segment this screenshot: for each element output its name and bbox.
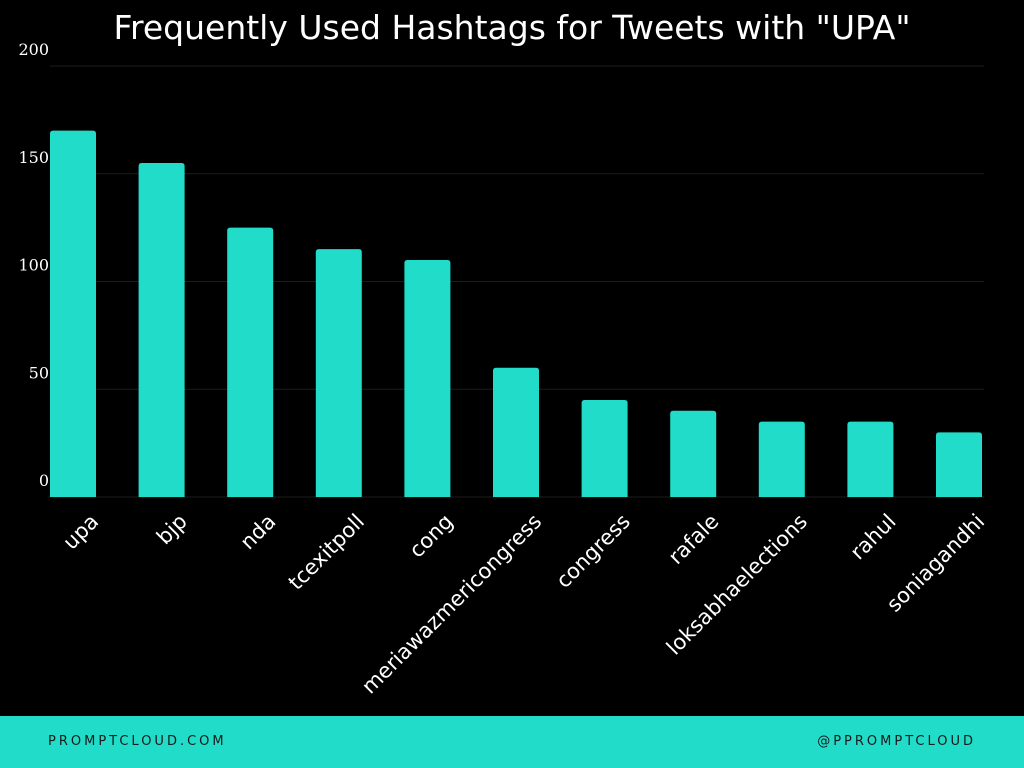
- y-tick-label: 50: [29, 363, 49, 382]
- bar-loksabhaelections: [758, 421, 805, 497]
- x-tick-label: bjp: [152, 509, 192, 549]
- footer-handle: @PPROMPTCLOUD: [817, 734, 976, 749]
- y-tick-label: 0: [39, 471, 49, 490]
- footer-website: PROMPTCLOUD.COM: [48, 734, 227, 749]
- bar-meriawazmericongress: [493, 367, 539, 497]
- bar-rahul: [847, 421, 894, 497]
- bar-nda: [227, 227, 274, 497]
- x-tick-label: upa: [58, 509, 103, 554]
- bar-bjp: [138, 162, 185, 497]
- bar-rafale: [670, 410, 717, 497]
- y-axis-ticks: 0 50 100 150 200: [18, 40, 49, 490]
- bar-upa: [50, 130, 96, 497]
- footer-bar: PROMPTCLOUD.COM @PPROMPTCLOUD: [0, 716, 1024, 768]
- x-tick-label: nda: [236, 509, 281, 554]
- bars: [50, 130, 982, 497]
- bar-tcexitpoll: [315, 249, 362, 497]
- bar-soniagandhi: [936, 432, 982, 497]
- bar-cong: [404, 259, 451, 497]
- x-tick-label: cong: [405, 509, 458, 562]
- x-tick-label: meriawazmericongress: [357, 509, 546, 698]
- x-tick-label: rahul: [846, 509, 901, 564]
- bar-chart: 0 50 100 150 200 upa bjp nda tcexitpoll congmeri…: [18, 40, 989, 699]
- bar-congress: [581, 400, 628, 497]
- x-tick-label: tcexitpoll: [284, 509, 369, 594]
- x-tick-label: rafale: [664, 509, 724, 569]
- x-tick-label: congress: [551, 509, 634, 592]
- x-axis-ticks: upa bjp nda tcexitpoll congmeriawazmericongr…: [58, 509, 989, 698]
- y-tick-label: 100: [18, 256, 49, 275]
- chart-title: Frequently Used Hashtags for Tweets with…: [113, 8, 911, 47]
- y-tick-label: 150: [18, 148, 49, 167]
- y-tick-label: 200: [18, 40, 49, 59]
